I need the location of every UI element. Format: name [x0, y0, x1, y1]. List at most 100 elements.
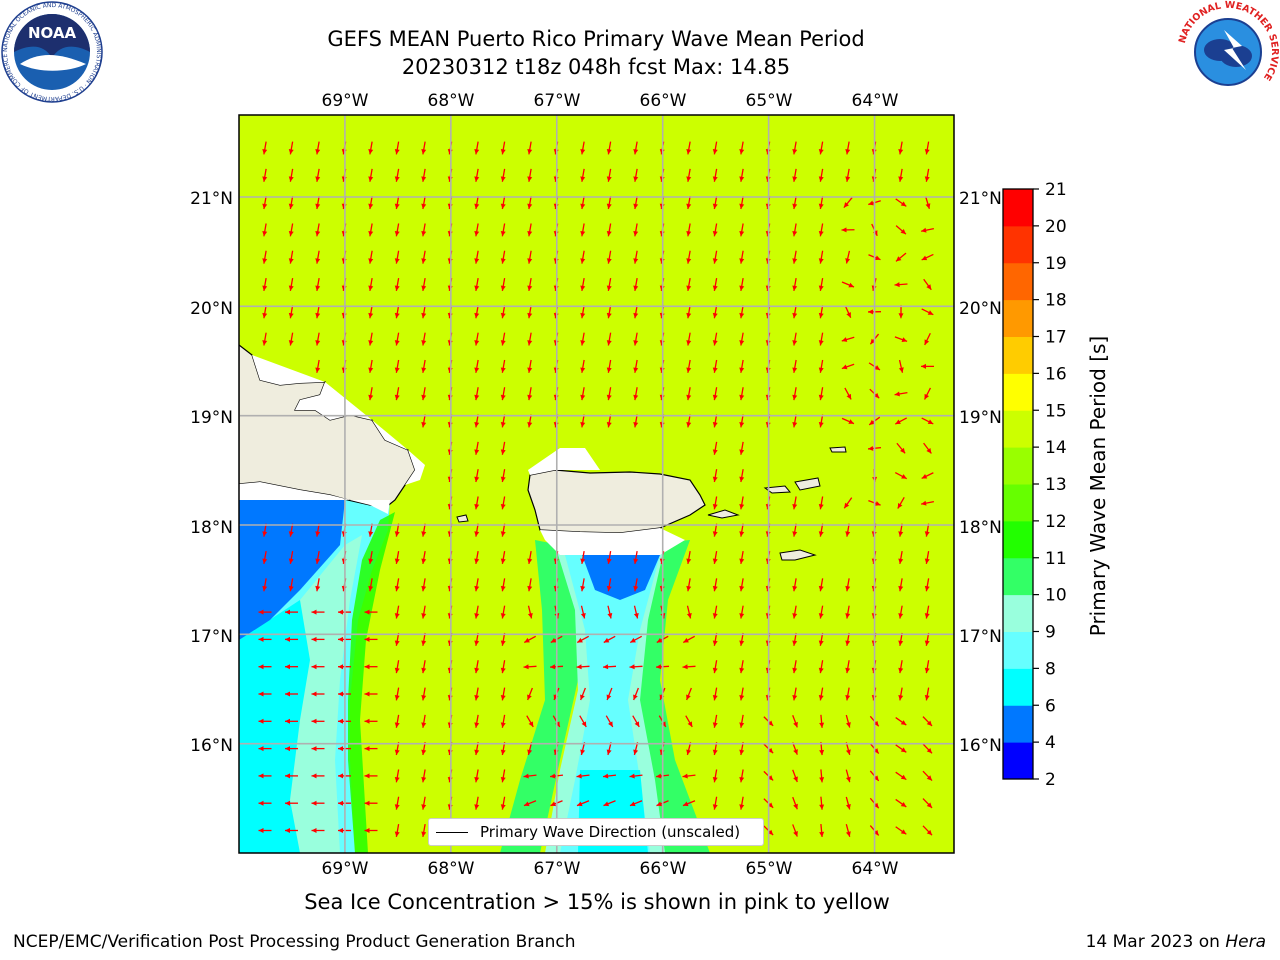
colorbar-segment	[1003, 373, 1033, 411]
wave-arrow	[364, 609, 378, 615]
wave-arrow	[606, 550, 612, 565]
wave-arrow-head	[500, 722, 506, 728]
wave-arrow-head	[656, 637, 663, 643]
wave-arrow-head	[792, 503, 798, 510]
wave-arrow-head	[633, 422, 639, 428]
wave-arrow-head	[338, 609, 343, 615]
wave-arrow	[368, 277, 374, 292]
wave-arrow-head	[841, 337, 848, 342]
wave-arrow-head	[844, 502, 850, 509]
wave-arrow	[315, 196, 321, 210]
wave-arrow-head	[712, 531, 718, 537]
wave-arrow-head	[739, 722, 745, 728]
colorbar-segment	[1003, 484, 1033, 522]
wave-arrow	[474, 223, 480, 237]
wave-arrow	[739, 687, 745, 701]
wave-arrow	[421, 305, 427, 319]
wave-arrow	[421, 196, 427, 210]
wave-arrow-head	[527, 394, 533, 401]
wave-arrow-head	[792, 640, 798, 646]
wave-arrow	[474, 196, 480, 210]
wave-arrow-head	[580, 230, 586, 237]
wave-arrow	[739, 332, 745, 346]
wave-arrow-head	[368, 531, 374, 537]
wave-arrow	[792, 305, 798, 319]
wave-arrow	[924, 196, 931, 210]
wave-arrow	[262, 196, 268, 210]
wave-arrow-head	[607, 612, 613, 619]
wave-arrow	[368, 168, 374, 182]
wave-arrow-head	[792, 230, 798, 237]
wave-arrow-head	[818, 258, 824, 264]
wave-arrow-head	[739, 149, 745, 155]
wave-arrow	[841, 363, 855, 370]
wave-arrow	[686, 387, 692, 401]
wave-arrow	[288, 305, 294, 319]
wave-arrow-head	[712, 749, 718, 756]
wave-arrow	[368, 578, 374, 592]
wave-arrow-head	[580, 285, 586, 291]
wave-arrow	[682, 773, 696, 779]
wave-arrow-head	[686, 749, 692, 755]
wave-arrow	[474, 687, 480, 701]
wave-arrow-head	[629, 801, 636, 807]
wave-arrow-head	[792, 585, 798, 592]
wave-arrow-head	[633, 367, 639, 373]
wave-arrow-head	[315, 203, 321, 210]
colorbar-tick-label: 17	[1045, 328, 1067, 348]
wave-arrow-head	[421, 312, 427, 319]
wave-arrow	[602, 664, 617, 670]
wave-arrow-head	[686, 230, 692, 237]
period-contour-blue-west	[239, 500, 345, 640]
map-frame	[238, 114, 955, 854]
wave-arrow-head	[712, 585, 718, 592]
wave-arrow-head	[474, 449, 480, 455]
wave-arrow	[262, 550, 268, 565]
wave-arrow	[262, 578, 268, 592]
wave-arrow-head	[527, 694, 532, 701]
wave-arrow-head	[656, 773, 662, 779]
wave-arrow-head	[818, 149, 824, 155]
wave-arrow-head	[500, 804, 506, 810]
wave-arrow-head	[845, 776, 851, 783]
wave-arrow-head	[686, 558, 692, 564]
wave-arrow	[712, 414, 718, 428]
wave-arrow	[818, 605, 824, 619]
colorbar-segment	[1003, 631, 1033, 669]
wave-arrow-head	[474, 804, 480, 810]
wave-arrow	[898, 687, 904, 701]
wave-arrow	[712, 359, 718, 373]
wave-arrow	[500, 714, 506, 728]
wave-arrow	[523, 773, 537, 779]
wave-arrow-head	[845, 149, 851, 155]
wave-arrow-head	[338, 664, 343, 670]
chart-title: GEFS MEAN Puerto Rico Primary Wave Mean …	[327, 27, 865, 51]
wave-arrow	[845, 824, 851, 837]
wave-arrow	[421, 387, 427, 401]
wave-arrow	[500, 250, 506, 264]
wave-arrow-head	[686, 585, 692, 592]
wave-arrow	[606, 578, 612, 592]
lon-tick-bottom: 67°W	[534, 859, 581, 879]
wave-arrow	[474, 550, 480, 565]
wave-arrow-head	[739, 176, 745, 182]
colorbar-segment	[1003, 262, 1033, 301]
wave-arrow-head	[845, 640, 851, 646]
wave-arrow-head	[421, 149, 427, 155]
wave-arrow	[686, 168, 692, 182]
wave-arrow-head	[712, 558, 718, 564]
wave-arrow	[500, 196, 506, 210]
wave-arrow	[898, 359, 904, 373]
wave-arrow-head	[288, 531, 294, 537]
wave-arrow-head	[394, 340, 400, 346]
wave-arrow-head	[394, 367, 400, 373]
wave-arrow-head	[687, 721, 693, 727]
wave-arrow-head	[926, 775, 933, 781]
wave-arrow-head	[474, 749, 480, 756]
wave-arrow	[288, 196, 294, 210]
wave-arrow	[527, 196, 533, 210]
wave-arrow	[580, 605, 586, 619]
colorbar-tick-label: 18	[1045, 291, 1067, 311]
wave-arrow-head	[819, 831, 825, 837]
wave-arrow	[474, 277, 480, 292]
